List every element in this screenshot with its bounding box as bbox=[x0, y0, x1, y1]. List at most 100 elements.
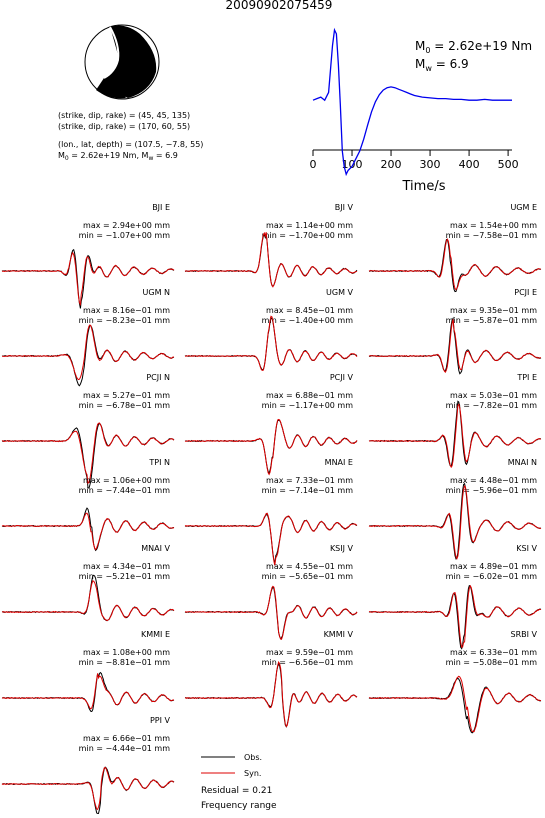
observed-trace bbox=[1, 574, 175, 622]
max-amplitude-label: max = 9.35e−01 mm bbox=[450, 306, 537, 315]
observed-trace bbox=[369, 238, 542, 293]
max-amplitude-label: max = 4.34e−01 mm bbox=[83, 562, 170, 571]
legend-syn-label: Syn. bbox=[244, 769, 261, 778]
observed-trace bbox=[368, 316, 542, 375]
synthetic-trace bbox=[1, 251, 175, 307]
synthetic-trace bbox=[184, 418, 358, 476]
min-amplitude-label: min = −1.40e+00 mm bbox=[262, 316, 354, 325]
synthetic-trace bbox=[1, 673, 175, 710]
observed-trace bbox=[1, 671, 175, 713]
max-amplitude-label: max = 4.89e−01 mm bbox=[450, 562, 537, 571]
frequency-range-label: Frequency range bbox=[201, 801, 277, 811]
stf-xtick-label: 300 bbox=[420, 158, 441, 171]
max-amplitude-label: max = 9.59e−01 mm bbox=[266, 648, 353, 657]
stf-xtick-label: 0 bbox=[310, 158, 317, 171]
max-amplitude-label: max = 4.55e−01 mm bbox=[266, 562, 353, 571]
observed-trace bbox=[184, 317, 358, 371]
synthetic-trace bbox=[1, 580, 175, 622]
max-amplitude-label: max = 1.14e+00 mm bbox=[266, 221, 353, 230]
min-amplitude-label: min = −7.14e−01 mm bbox=[262, 486, 354, 495]
max-amplitude-label: max = 4.48e−01 mm bbox=[450, 476, 537, 485]
stf-xtick-label: 200 bbox=[381, 158, 402, 171]
max-amplitude-label: max = 1.54e+00 mm bbox=[450, 221, 537, 230]
residual-label: Residual = 0.21 bbox=[201, 786, 272, 796]
legend-obs-label: Obs. bbox=[244, 753, 262, 762]
stf-xtick-label: 100 bbox=[342, 158, 363, 171]
station-label: TPI E bbox=[516, 373, 537, 382]
station-label: UGM E bbox=[510, 203, 537, 212]
observed-trace bbox=[1, 248, 175, 309]
station-label: KMMI E bbox=[141, 630, 170, 639]
synthetic-trace bbox=[184, 585, 358, 640]
station-label: KMMI V bbox=[324, 630, 354, 639]
synthetic-trace bbox=[369, 403, 542, 469]
synthetic-trace bbox=[368, 319, 541, 374]
max-amplitude-label: max = 7.33e−01 mm bbox=[266, 476, 353, 485]
observed-trace bbox=[184, 662, 358, 728]
beachball-icon bbox=[84, 24, 160, 100]
max-amplitude-label: max = 1.06e+00 mm bbox=[83, 476, 170, 485]
min-amplitude-label: min = −6.78e−01 mm bbox=[79, 401, 171, 410]
station-label: UGM N bbox=[143, 288, 171, 297]
station-label: TPI N bbox=[148, 458, 170, 467]
max-amplitude-label: max = 1.08e+00 mm bbox=[83, 648, 170, 657]
location-depth: (lon., lat, depth) = (107.5, −7.8, 55) bbox=[58, 140, 203, 149]
stf-series-line bbox=[312, 27, 512, 177]
min-amplitude-label: min = −6.56e−01 mm bbox=[262, 658, 354, 667]
min-amplitude-label: min = −8.23e−01 mm bbox=[79, 316, 171, 325]
min-amplitude-label: min = −1.70e+00 mm bbox=[262, 231, 354, 240]
stf-plot: 0 100 200 300 400 500 M0 = 2.62e+19 Nm Mw = 6… bbox=[310, 27, 532, 194]
synthetic-trace bbox=[184, 231, 358, 288]
min-amplitude-label: min = −7.58e−01 mm bbox=[446, 231, 538, 240]
station-label: BJI V bbox=[335, 203, 354, 212]
synthetic-trace bbox=[368, 584, 541, 648]
synthetic-trace bbox=[368, 675, 542, 733]
synthetic-trace bbox=[368, 484, 542, 560]
min-amplitude-label: min = −5.65e−01 mm bbox=[262, 572, 354, 581]
min-amplitude-label: min = −4.44e−01 mm bbox=[79, 744, 171, 753]
station-label: MNAI V bbox=[141, 544, 170, 553]
synthetic-trace bbox=[184, 512, 358, 566]
min-amplitude-label: min = −1.07e+00 mm bbox=[79, 231, 171, 240]
station-label: KSIJ V bbox=[330, 544, 354, 553]
max-amplitude-label: max = 8.16e−01 mm bbox=[83, 306, 170, 315]
min-amplitude-label: min = −5.21e−01 mm bbox=[79, 572, 171, 581]
nodal-plane-1: (strike, dip, rake) = (45, 45, 135) bbox=[58, 111, 190, 120]
synthetic-trace bbox=[1, 766, 175, 811]
min-amplitude-label: min = −5.96e−01 mm bbox=[446, 486, 538, 495]
stf-xtick-label: 400 bbox=[459, 158, 480, 171]
station-label: UGM V bbox=[326, 288, 354, 297]
observed-trace bbox=[368, 677, 542, 734]
max-amplitude-label: max = 6.66e−01 mm bbox=[83, 734, 170, 743]
min-amplitude-label: min = −6.02e−01 mm bbox=[446, 572, 538, 581]
synthetic-trace bbox=[368, 238, 542, 291]
moment-magnitude-line: M0 = 2.62e+19 Nm, Mw = 6.9 bbox=[58, 151, 178, 162]
max-amplitude-label: max = 6.33e−01 mm bbox=[450, 648, 537, 657]
station-label: BJI E bbox=[152, 203, 170, 212]
max-amplitude-label: max = 8.45e−01 mm bbox=[266, 306, 353, 315]
synthetic-trace bbox=[1, 512, 175, 551]
max-amplitude-label: max = 5.03e−01 mm bbox=[450, 391, 537, 400]
station-label: MNAI N bbox=[508, 458, 537, 467]
observed-trace bbox=[368, 400, 542, 467]
min-amplitude-label: min = −7.44e−01 mm bbox=[79, 486, 171, 495]
stf-xlabel: Time/s bbox=[402, 179, 446, 194]
station-label: PCJI N bbox=[146, 373, 170, 382]
stf-xtick-label: 500 bbox=[498, 158, 519, 171]
